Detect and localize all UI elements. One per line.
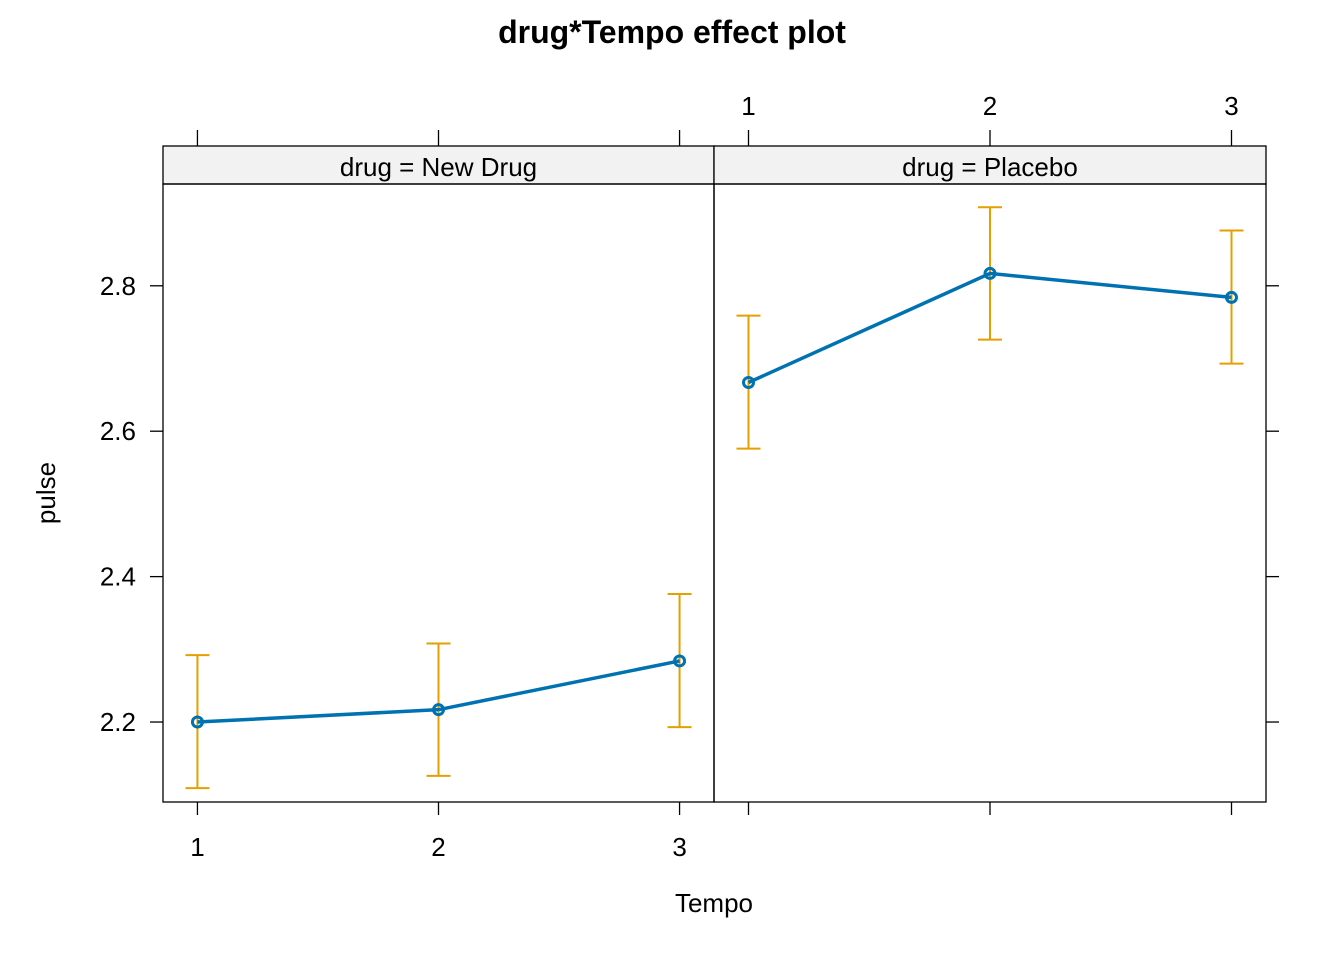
y-tick-label: 2.2: [100, 707, 136, 737]
series-line: [747, 271, 1232, 385]
y-axis-label: pulse: [31, 462, 61, 524]
panel-2: drug = Placebo 1 2 3: [713, 91, 1267, 815]
strip-label: drug = Placebo: [902, 152, 1078, 182]
x-tick-label-top: 3: [1224, 91, 1238, 121]
y-axis-left: 2.2 2.4 2.6 2.8: [100, 271, 163, 737]
chart-title: drug*Tempo effect plot: [498, 14, 846, 50]
strip-header: [162, 145, 715, 185]
error-bar: [667, 593, 692, 729]
x-tick-label-top: 1: [741, 91, 755, 121]
y-tick-label: 2.6: [100, 416, 136, 446]
y-tick-label: 2.4: [100, 562, 136, 592]
x-tick-label-top: 2: [983, 91, 997, 121]
data-point: [673, 654, 687, 668]
x-axis-label: Tempo: [675, 888, 753, 918]
strip-label: drug = New Drug: [340, 152, 537, 182]
data-point: [742, 375, 755, 389]
data-point: [432, 703, 445, 717]
data-point: [190, 715, 204, 729]
x-tick-label: 1: [190, 832, 204, 862]
data-point: [983, 266, 997, 280]
panel-1: drug = New Drug 1 2 3: [162, 130, 715, 862]
data-point: [1225, 290, 1238, 304]
panels: drug = New Drug 1 2 3 drug = Placebo 1 2 3: [162, 91, 1267, 862]
y-tick-label: 2.8: [100, 271, 136, 301]
y-axis-right-ticks: [1266, 285, 1279, 723]
x-tick-label: 3: [672, 832, 686, 862]
x-tick-label: 2: [431, 832, 445, 862]
series-line: [197, 659, 680, 724]
